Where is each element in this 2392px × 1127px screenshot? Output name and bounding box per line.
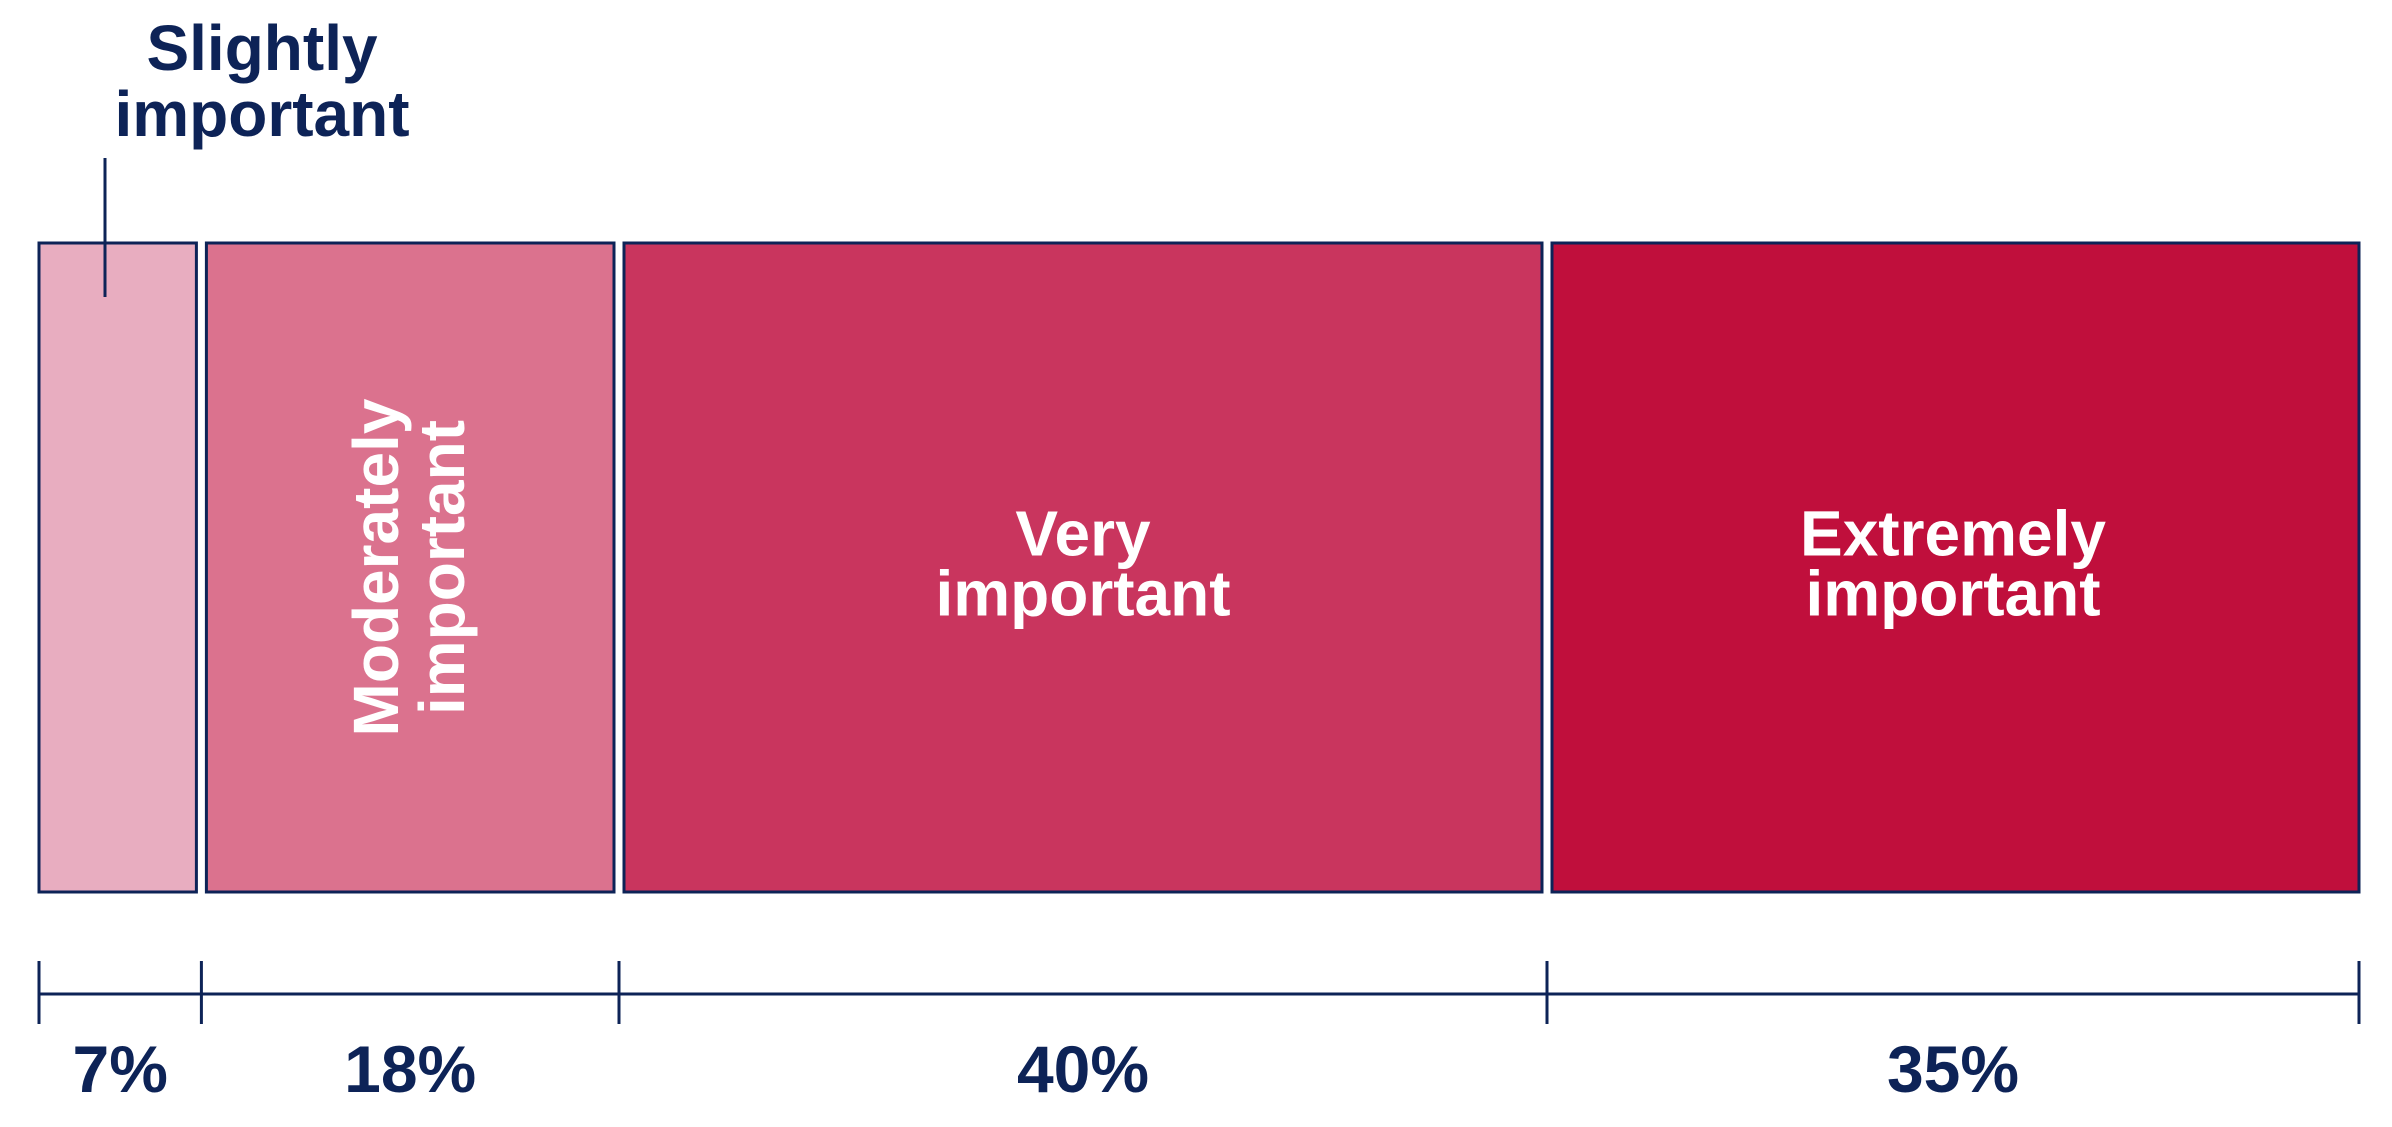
category-label-4: Extremely important bbox=[1800, 498, 2106, 630]
category-label-line: important bbox=[114, 78, 409, 150]
category-label-3: Very important bbox=[935, 498, 1230, 630]
bar-segment-1 bbox=[37, 241, 198, 894]
category-label-line: Moderately bbox=[340, 398, 412, 736]
value-label-2: 18% bbox=[344, 1032, 476, 1106]
bar-segment-2 bbox=[204, 241, 616, 894]
category-label-line: Extremely bbox=[1800, 498, 2106, 570]
bar-segment-3 bbox=[622, 241, 1544, 894]
category-label-1: Slightly important bbox=[114, 12, 409, 150]
value-label-1: 7% bbox=[73, 1032, 168, 1106]
value-label-3: 40% bbox=[1017, 1032, 1149, 1106]
category-label-line: important bbox=[1805, 558, 2100, 630]
bar-segment-4 bbox=[1550, 241, 2361, 894]
value-label-4: 35% bbox=[1887, 1032, 2019, 1106]
category-label-line: Very bbox=[1015, 498, 1151, 570]
category-label-2: Moderatelyimportant bbox=[340, 398, 478, 736]
category-label-line: important bbox=[406, 420, 478, 715]
category-label-line: Slightly bbox=[146, 12, 378, 84]
category-label-line: important bbox=[935, 558, 1230, 630]
